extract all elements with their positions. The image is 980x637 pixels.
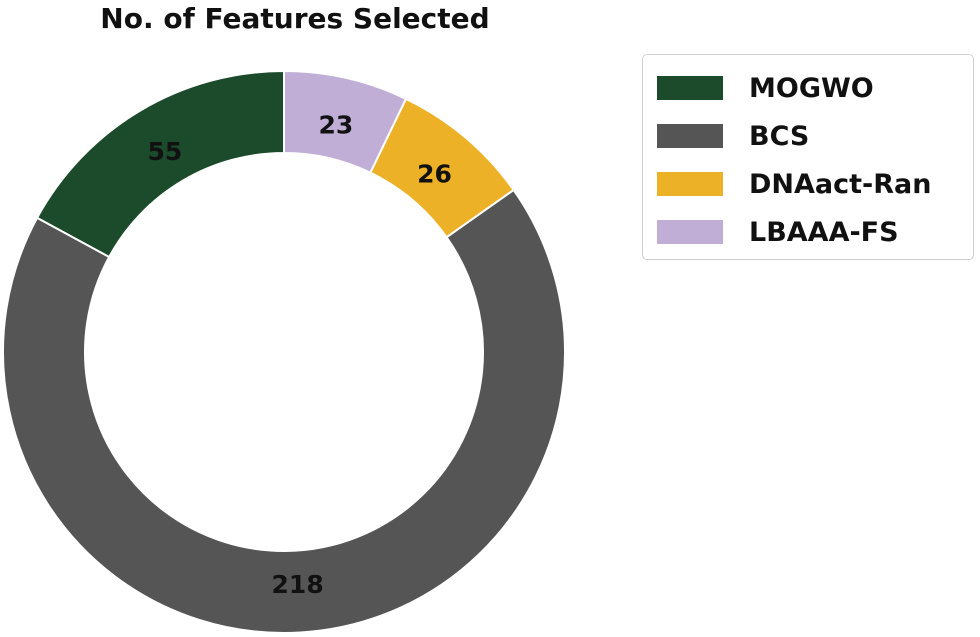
slice-bcs bbox=[2, 188, 566, 634]
legend-label: LBAAA-FS bbox=[749, 216, 899, 248]
legend-swatch bbox=[657, 172, 723, 196]
chart-title: No. of Features Selected bbox=[100, 2, 490, 35]
legend-label: DNAact-Ran bbox=[749, 168, 932, 200]
legend-swatch bbox=[657, 76, 723, 100]
legend-label: BCS bbox=[749, 120, 810, 152]
legend: MOGWO BCS DNAact-Ran LBAAA-FS bbox=[642, 54, 974, 260]
legend-item-bcs: BCS bbox=[657, 119, 809, 153]
legend-swatch bbox=[657, 220, 723, 244]
slice-label-mogwo: 55 bbox=[147, 137, 182, 166]
slice-label-bcs: 218 bbox=[272, 570, 324, 599]
legend-item-dnaact-ran: DNAact-Ran bbox=[657, 167, 931, 201]
donut-chart: 55 218 26 23 bbox=[2, 69, 566, 634]
slice-lbaaa-fs bbox=[283, 69, 408, 175]
slice-labels: 55 218 26 23 bbox=[147, 110, 451, 599]
slice-label-dnaact-ran: 26 bbox=[417, 160, 452, 189]
donut-slices bbox=[2, 69, 566, 634]
legend-label: MOGWO bbox=[749, 72, 874, 104]
legend-item-mogwo: MOGWO bbox=[657, 71, 874, 105]
legend-swatch bbox=[657, 124, 723, 148]
legend-item-lbaaa-fs: LBAAA-FS bbox=[657, 215, 899, 249]
slice-label-lbaaa-fs: 23 bbox=[318, 110, 353, 139]
